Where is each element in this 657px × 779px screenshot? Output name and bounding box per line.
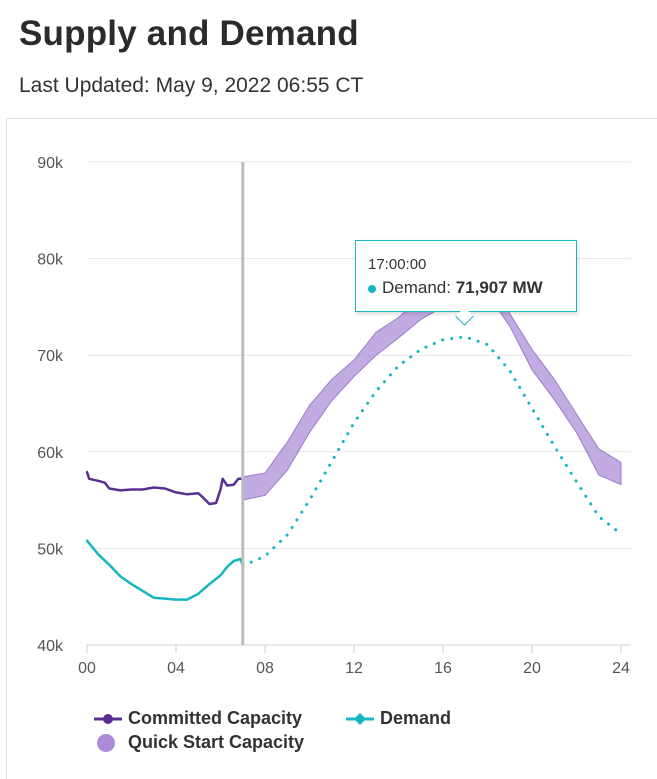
y-tick-label: 90k: [37, 155, 64, 172]
committed-line-marker-icon: [94, 709, 122, 729]
legend-label-quick-start: Quick Start Capacity: [128, 732, 305, 752]
legend-item-quick-start-capacity[interactable]: Quick Start Capacity: [94, 732, 304, 753]
page-title: Supply and Demand: [19, 14, 359, 53]
legend-item-committed-capacity[interactable]: Committed Capacity: [94, 708, 302, 729]
y-tick-label: 60k: [37, 445, 64, 462]
committed-capacity-line[interactable]: [85, 470, 245, 506]
y-tick-label: 70k: [37, 348, 64, 365]
x-tick-label: 00: [78, 660, 96, 677]
y-tick-label: 40k: [37, 638, 64, 655]
tooltip-time: 17:00:00: [368, 256, 427, 273]
x-tick-label: 16: [434, 660, 452, 677]
chart-card: [6, 118, 657, 779]
tooltip-row: Demand: 71,907 MW: [368, 278, 543, 298]
legend-label-demand: Demand: [380, 708, 452, 728]
y-axis-tick-labels: 40k 50k 60k 70k 80k 90k: [37, 155, 64, 655]
demand-diamond-marker-icon: [346, 709, 374, 729]
quick-start-band-layer: [242, 269, 622, 501]
y-tick-label: 80k: [37, 252, 64, 269]
x-axis-tick-labels: 00 04 08 12 16 20 24: [78, 645, 630, 677]
demand-line[interactable]: [85, 539, 245, 601]
quick-start-circle-marker-icon: [94, 733, 122, 753]
y-tick-label: 50k: [37, 541, 64, 558]
legend-item-demand[interactable]: Demand: [346, 708, 451, 729]
legend-label-committed: Committed Capacity: [128, 708, 303, 728]
x-tick-label: 08: [256, 660, 274, 677]
series-lines-layer: [85, 335, 623, 601]
tooltip-demand-dot-icon: [368, 284, 376, 293]
tooltip-value: 71,907 MW: [455, 278, 543, 297]
x-tick-label: 24: [612, 660, 630, 677]
quick-start-capacity-band[interactable]: [242, 269, 622, 501]
x-tick-label: 20: [523, 660, 541, 677]
gridlines: [87, 161, 631, 646]
last-updated-label: Last Updated: May 9, 2022 06:55 CT: [19, 74, 364, 97]
x-tick-label: 04: [167, 660, 185, 677]
tooltip-series-name: Demand: [382, 278, 447, 297]
demand-tooltip: 17:00:00 Demand: 71,907 MW: [355, 240, 577, 312]
x-tick-label: 12: [345, 660, 363, 677]
